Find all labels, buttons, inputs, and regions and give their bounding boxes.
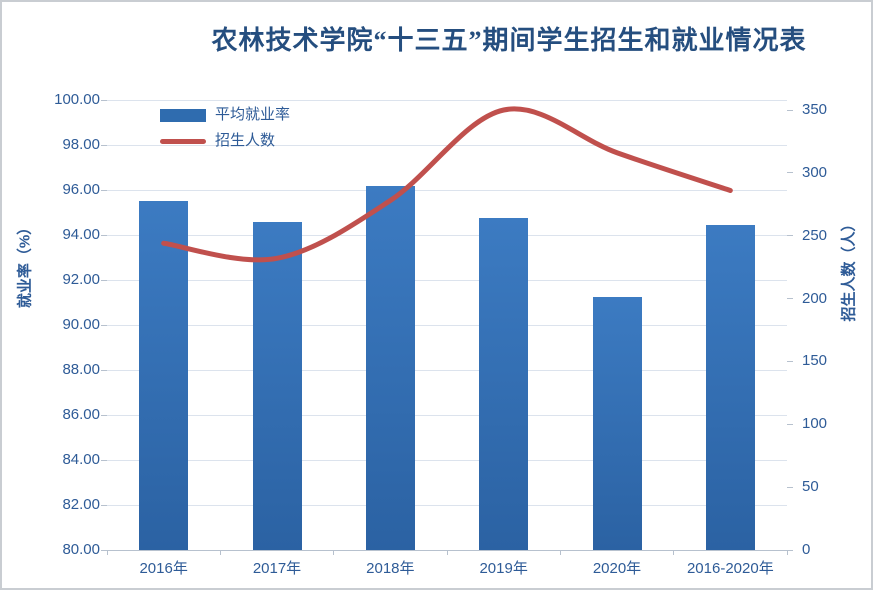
left-axis-tick bbox=[101, 189, 107, 191]
right-axis-tick bbox=[787, 360, 793, 362]
legend-label-bar: 平均就业率 bbox=[215, 106, 291, 123]
right-axis-tick-label: 300 bbox=[802, 163, 828, 181]
gridline bbox=[107, 234, 787, 236]
gridline bbox=[107, 279, 787, 281]
x-axis-tick bbox=[673, 550, 675, 555]
right-axis-tick bbox=[787, 549, 793, 551]
left-axis-tick bbox=[101, 459, 107, 461]
left-axis-tick bbox=[101, 144, 107, 146]
left-axis-tick-label: 84.00 bbox=[62, 451, 100, 468]
x-axis-label-2016年: 2016年 bbox=[139, 560, 188, 577]
bar-2016年 bbox=[139, 201, 189, 550]
right-axis-tick bbox=[787, 486, 793, 488]
bar-series-swatch-icon bbox=[160, 108, 206, 122]
gridline bbox=[107, 369, 787, 371]
left-axis-tick bbox=[101, 234, 107, 236]
left-axis-tick-label: 100.00 bbox=[54, 91, 100, 108]
x-axis-tick bbox=[106, 550, 108, 555]
right-axis-tick-label: 350 bbox=[802, 101, 828, 118]
gridline bbox=[107, 504, 787, 506]
gridline bbox=[107, 414, 787, 416]
left-axis-tick bbox=[101, 99, 107, 101]
gridline bbox=[107, 99, 787, 101]
left-axis-tick bbox=[101, 369, 107, 371]
bar-2018年 bbox=[365, 185, 415, 550]
right-axis-tick bbox=[787, 423, 793, 425]
left-axis-tick-label: 96.00 bbox=[62, 181, 100, 198]
left-axis-tick bbox=[101, 324, 107, 326]
bar-2019年 bbox=[479, 218, 529, 550]
line-series-swatch-icon bbox=[160, 138, 206, 144]
left-axis-title: 就业率（%） bbox=[16, 219, 34, 309]
left-axis-tick-label: 90.00 bbox=[62, 316, 100, 333]
left-axis-tick bbox=[101, 504, 107, 506]
right-axis-tick bbox=[787, 109, 793, 111]
left-axis-tick bbox=[101, 414, 107, 416]
x-axis-label-2020年: 2020年 bbox=[592, 560, 642, 577]
left-axis-tick-label: 82.00 bbox=[62, 496, 100, 513]
right-axis-tick bbox=[787, 298, 793, 300]
right-axis-tick bbox=[787, 172, 793, 174]
bar-2017年 bbox=[252, 221, 302, 550]
x-axis-label-2017年: 2017年 bbox=[252, 560, 302, 577]
x-axis-tick bbox=[219, 550, 221, 555]
gridline bbox=[107, 459, 787, 461]
right-axis-tick-label: 50 bbox=[802, 478, 819, 496]
left-axis-tick-label: 92.00 bbox=[62, 271, 100, 288]
legend-entry-line: 招生人数 bbox=[160, 128, 290, 154]
gridline bbox=[107, 189, 787, 191]
right-axis-tick-label: 150 bbox=[802, 352, 828, 370]
x-axis-label-2018年: 2018年 bbox=[366, 560, 415, 577]
right-axis-tick-label: 250 bbox=[802, 226, 828, 244]
legend-label-line: 招生人数 bbox=[215, 132, 276, 149]
legend-entry-bar: 平均就业率 bbox=[160, 102, 290, 128]
bar-2016-2020年 bbox=[705, 224, 755, 550]
left-axis-tick bbox=[101, 279, 107, 281]
x-axis-tick bbox=[333, 550, 335, 555]
gridline bbox=[107, 324, 787, 326]
right-axis-tick-label: 100 bbox=[802, 415, 828, 433]
x-axis-tick bbox=[446, 550, 448, 555]
left-axis-tick bbox=[101, 549, 107, 551]
legend: 平均就业率 招生人数 bbox=[160, 102, 290, 154]
x-axis-tick bbox=[786, 550, 788, 555]
right-axis-title: 招生人数（人） bbox=[840, 216, 858, 322]
right-axis-tick-label: 200 bbox=[802, 289, 828, 307]
left-axis-tick-label: 98.00 bbox=[62, 136, 100, 153]
x-axis-label-2019年: 2019年 bbox=[479, 560, 528, 577]
left-axis-tick-label: 88.00 bbox=[62, 361, 100, 378]
right-axis-tick bbox=[787, 235, 793, 237]
left-axis-tick-label: 80.00 bbox=[62, 541, 100, 558]
left-axis-tick-label: 94.00 bbox=[62, 226, 100, 243]
left-axis-tick-label: 86.00 bbox=[62, 406, 100, 423]
x-axis-label-2016-2020年: 2016-2020年 bbox=[686, 560, 774, 577]
x-axis-tick bbox=[559, 550, 561, 555]
right-axis-tick-label: 0 bbox=[802, 541, 811, 558]
chart-title: 农林技术学院“十三五”期间学生招生和就业情况表 bbox=[211, 26, 807, 55]
bar-2020年 bbox=[592, 296, 642, 550]
